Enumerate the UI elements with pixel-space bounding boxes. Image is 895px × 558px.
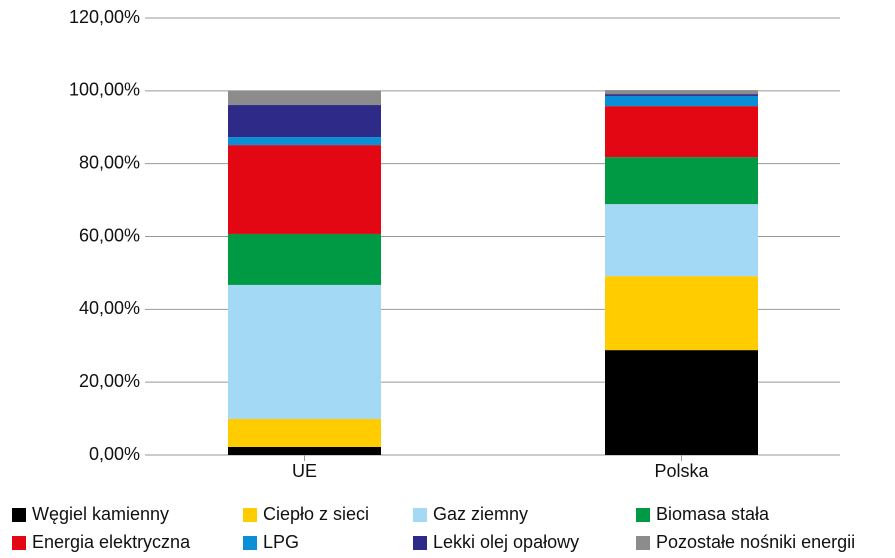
legend-swatch xyxy=(413,536,427,550)
x-tick-label: Polska xyxy=(654,461,709,481)
legend-label: Ciepło z sieci xyxy=(263,504,369,524)
bar-segment xyxy=(605,90,758,95)
bar-segment xyxy=(228,418,381,447)
y-tick-label: 20,00% xyxy=(79,371,140,391)
bar-segment xyxy=(605,94,758,96)
y-tick-label: 100,00% xyxy=(69,80,140,100)
legend-swatch xyxy=(636,536,650,550)
bar-segment xyxy=(228,137,381,146)
legend-swatch xyxy=(243,508,257,522)
bar-segment xyxy=(228,233,381,285)
bar-segment xyxy=(228,90,381,106)
bar-segment xyxy=(605,350,758,455)
legend-label: Biomasa stała xyxy=(656,504,770,524)
legend-label: Energia elektryczna xyxy=(32,532,191,552)
bar-segment xyxy=(605,157,758,205)
y-tick-label: 120,00% xyxy=(69,7,140,27)
legend-label: Węgiel kamienny xyxy=(32,504,169,524)
x-tick-label: UE xyxy=(292,461,317,481)
legend-swatch xyxy=(243,536,257,550)
legend-swatch xyxy=(12,536,26,550)
legend-label: Gaz ziemny xyxy=(433,504,528,524)
y-tick-label: 80,00% xyxy=(79,152,140,172)
bar-segment xyxy=(228,446,381,455)
bar-segment xyxy=(228,105,381,138)
bar-segment xyxy=(605,276,758,351)
legend-swatch xyxy=(12,508,26,522)
y-tick-label: 0,00% xyxy=(89,444,140,464)
legend-swatch xyxy=(413,508,427,522)
legend-swatch xyxy=(636,508,650,522)
bar-segment xyxy=(228,284,381,419)
bar-segment xyxy=(605,204,758,277)
legend-label: Pozostałe nośniki energii xyxy=(656,532,855,552)
bar-segment xyxy=(228,145,381,234)
bar-segment xyxy=(605,95,758,107)
y-tick-label: 40,00% xyxy=(79,298,140,318)
bar-segment xyxy=(605,106,758,158)
legend-label: Lekki olej opałowy xyxy=(433,532,579,552)
legend-label: LPG xyxy=(263,532,299,552)
y-tick-label: 60,00% xyxy=(79,225,140,245)
